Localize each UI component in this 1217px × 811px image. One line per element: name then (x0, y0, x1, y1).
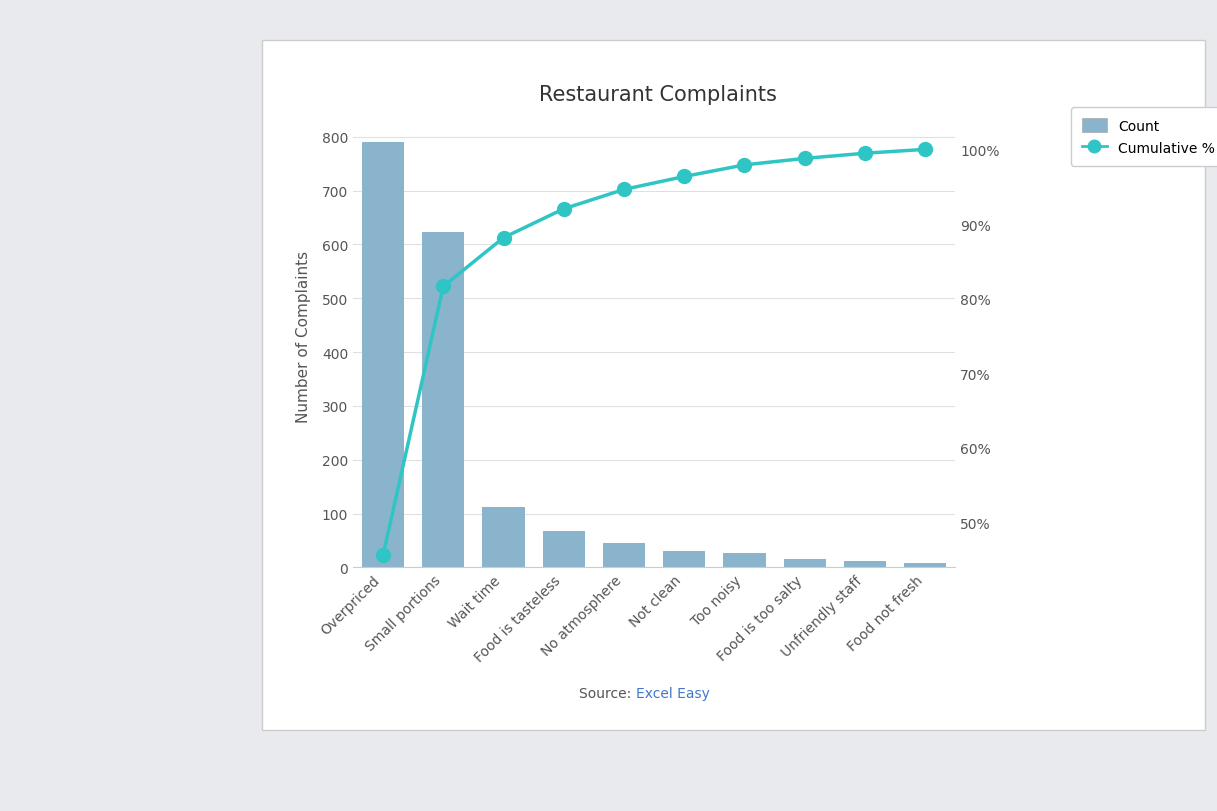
Bar (843, 561, 886, 568)
Bar (422, 232, 465, 568)
Bar (543, 532, 585, 568)
Text: Excel Easy: Excel Easy (635, 686, 710, 701)
Bar (602, 543, 645, 568)
Y-axis label: Number of Complaints: Number of Complaints (296, 251, 310, 423)
Bar (482, 507, 525, 568)
Bar (663, 551, 706, 568)
Bar (904, 563, 947, 568)
Bar (784, 560, 826, 568)
Text: Source:: Source: (579, 686, 635, 701)
Text: Restaurant Complaints: Restaurant Complaints (539, 85, 776, 105)
Bar (723, 553, 765, 568)
Legend: Count, Cumulative %: Count, Cumulative % (1071, 108, 1217, 166)
Bar (361, 143, 404, 568)
